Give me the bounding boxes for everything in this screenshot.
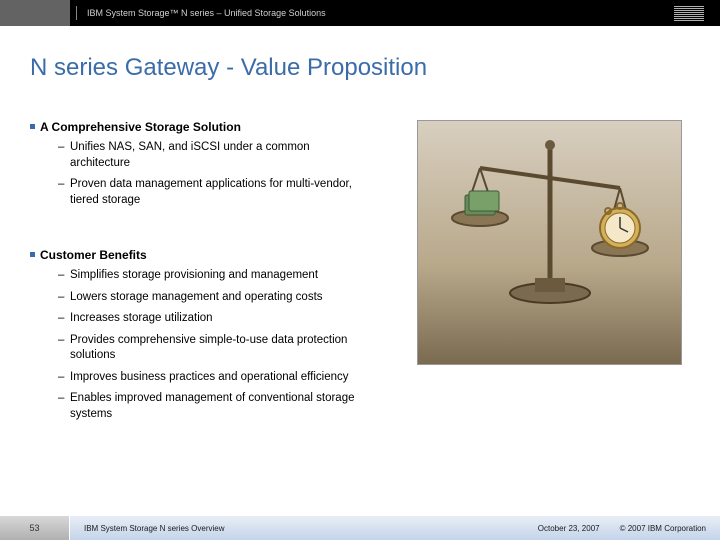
footer-doc-title: IBM System Storage N series Overview <box>70 516 524 540</box>
bullet-item: Proven data management applications for … <box>58 177 368 208</box>
bullet-item: Improves business practices and operatio… <box>58 370 368 386</box>
bullet-item: Enables improved management of conventio… <box>58 391 368 422</box>
page-number: 53 <box>0 516 70 540</box>
header-product-line: IBM System Storage™ N series – Unified S… <box>87 8 326 18</box>
header-accent-bar <box>0 0 70 26</box>
slide-title: N series Gateway - Value Proposition <box>0 26 720 100</box>
illustration-balance-scale <box>417 120 682 365</box>
slide-footer: 53 IBM System Storage N series Overview … <box>0 516 720 540</box>
slide-header: IBM System Storage™ N series – Unified S… <box>0 0 720 26</box>
balance-scale-icon <box>435 133 665 353</box>
footer-right: October 23, 2007 © 2007 IBM Corporation <box>524 516 720 540</box>
ibm-logo-icon <box>674 6 704 21</box>
bullet-item: Lowers storage management and operating … <box>58 290 368 306</box>
bullet-item: Unifies NAS, SAN, and iSCSI under a comm… <box>58 140 368 171</box>
header-left: IBM System Storage™ N series – Unified S… <box>0 0 326 26</box>
bullet-item: Simplifies storage provisioning and mana… <box>58 268 368 284</box>
bullet-item: Increases storage utilization <box>58 311 368 327</box>
footer-copyright: © 2007 IBM Corporation <box>620 524 706 533</box>
header-separator <box>76 6 77 20</box>
footer-date: October 23, 2007 <box>538 524 600 533</box>
bullet-item: Provides comprehensive simple-to-use dat… <box>58 333 368 364</box>
